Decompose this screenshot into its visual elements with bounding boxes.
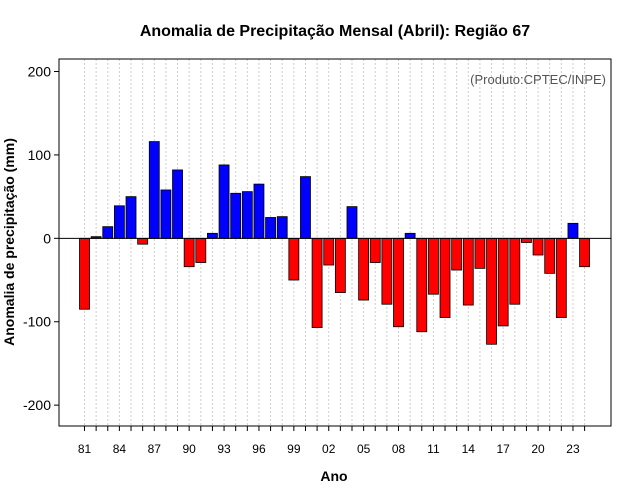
bar-2000 xyxy=(300,176,311,239)
source-note: (Produto:CPTEC/INPE) xyxy=(470,72,606,87)
x-tick-label: 99 xyxy=(287,442,301,456)
x-tick-label: 23 xyxy=(566,442,580,456)
x-tick-label: 84 xyxy=(113,442,127,456)
bar-1991 xyxy=(195,237,207,263)
bar-1996 xyxy=(253,183,265,239)
bar-2017 xyxy=(497,237,509,327)
bar-2021 xyxy=(544,237,556,274)
bar-2007 xyxy=(381,237,393,305)
bar-1987 xyxy=(148,141,160,239)
bar-1988 xyxy=(160,189,172,239)
bar-1989 xyxy=(172,169,183,239)
bar-2002 xyxy=(323,237,335,266)
bar-1994 xyxy=(230,192,242,239)
bar-1992 xyxy=(207,232,218,239)
bar-2012 xyxy=(439,237,451,318)
bar-2016 xyxy=(486,237,497,345)
y-tick-label: -100 xyxy=(23,314,51,330)
x-tick-label: 96 xyxy=(252,442,266,456)
x-tick-label: 87 xyxy=(148,442,162,456)
y-tick-label: 200 xyxy=(28,64,52,80)
y-axis-label: Anomalia de precipitação (mm) xyxy=(1,138,17,346)
x-axis: 81 84 87 90 93 96 99 02 05 08 11 14 17 20 23 xyxy=(78,426,586,456)
y-tick-label: -200 xyxy=(23,397,51,413)
bar-2009 xyxy=(404,232,416,239)
bar-2023 xyxy=(567,222,579,239)
bar-1990 xyxy=(183,237,195,268)
bar-2004 xyxy=(346,206,358,239)
y-axis: -200 -100 0 100 200 xyxy=(23,64,59,413)
bar-2008 xyxy=(393,237,404,328)
bar-2019 xyxy=(521,237,532,243)
bar-2005 xyxy=(358,237,370,301)
bar-1993 xyxy=(218,164,230,239)
x-tick-label: 08 xyxy=(392,442,406,456)
chart-title: Anomalia de Precipitação Mensal (Abril):… xyxy=(140,23,530,40)
vertical-grid xyxy=(84,59,586,426)
bar-2001 xyxy=(311,237,323,328)
bar-2024 xyxy=(579,237,590,268)
x-tick-label: 11 xyxy=(427,442,440,456)
plot-frame xyxy=(58,58,612,427)
x-tick-label: 14 xyxy=(462,442,476,456)
bar-1981 xyxy=(79,237,90,310)
bar-2020 xyxy=(532,237,544,256)
bar-1983 xyxy=(102,226,114,239)
bar-series xyxy=(79,141,590,345)
bar-2022 xyxy=(555,237,567,318)
x-tick-label: 05 xyxy=(357,442,371,456)
bar-2011 xyxy=(427,237,439,295)
x-axis-label: Ano xyxy=(320,468,347,484)
bar-1984 xyxy=(113,205,125,239)
bar-1998 xyxy=(276,216,288,239)
x-tick-label: 02 xyxy=(322,442,336,456)
bar-2015 xyxy=(474,237,486,269)
bar-1997 xyxy=(265,217,276,239)
bar-2010 xyxy=(416,237,428,333)
bar-2013 xyxy=(451,237,463,271)
bar-1985 xyxy=(125,196,137,239)
bar-2018 xyxy=(509,237,521,305)
bar-2014 xyxy=(462,237,474,306)
x-tick-label: 81 xyxy=(78,442,92,456)
x-tick-label: 90 xyxy=(182,442,196,456)
y-tick-label: 100 xyxy=(28,147,52,163)
bar-1986 xyxy=(137,237,149,245)
x-tick-label: 93 xyxy=(217,442,231,456)
bar-2003 xyxy=(334,237,346,293)
bar-1995 xyxy=(241,191,253,239)
bar-1999 xyxy=(288,237,300,281)
y-tick-label: 0 xyxy=(43,230,51,246)
x-tick-label: 17 xyxy=(497,442,511,456)
x-tick-label: 20 xyxy=(531,442,545,456)
bar-2006 xyxy=(369,237,381,263)
